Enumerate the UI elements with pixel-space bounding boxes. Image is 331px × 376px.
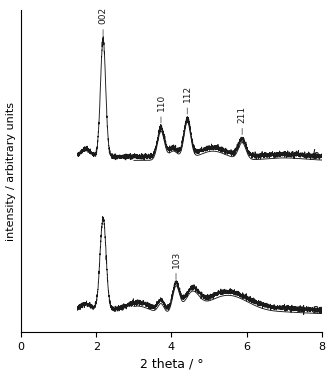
Text: b: b <box>311 149 319 162</box>
Text: 112: 112 <box>183 85 192 114</box>
X-axis label: 2 theta / °: 2 theta / ° <box>140 358 203 370</box>
Text: 103: 103 <box>171 251 180 279</box>
Text: 211: 211 <box>238 106 247 135</box>
Text: 002: 002 <box>99 7 108 36</box>
Text: 110: 110 <box>157 94 166 123</box>
Y-axis label: intensity / arbitrary units: intensity / arbitrary units <box>6 102 16 241</box>
Text: a: a <box>311 303 319 316</box>
